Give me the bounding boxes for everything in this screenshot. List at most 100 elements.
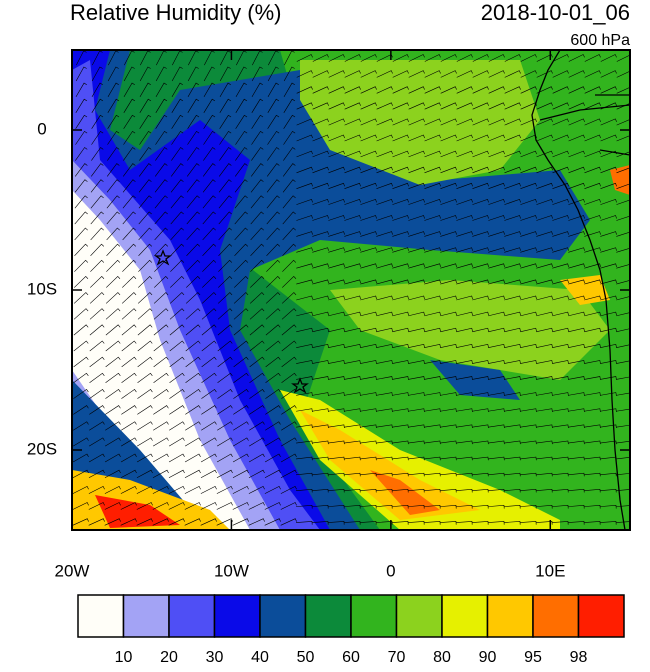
- wind-barb: [584, 488, 601, 493]
- wind-barb: [472, 86, 489, 94]
- wind-barb: [376, 134, 393, 142]
- wind-barb: [75, 147, 88, 161]
- wind-barb: [584, 199, 601, 205]
- wind-barb: [376, 327, 393, 333]
- wind-barb: [312, 376, 329, 380]
- wind-barb: [456, 231, 473, 237]
- wind-barb: [282, 259, 297, 272]
- wind-barb: [296, 86, 313, 94]
- wind-barb: [251, 114, 264, 129]
- wind-barb: [488, 102, 505, 110]
- wind-barb: [282, 195, 296, 209]
- wind-barb: [296, 327, 313, 333]
- wind-barb: [216, 437, 233, 447]
- wind-barb: [408, 263, 425, 269]
- wind-barb: [123, 114, 136, 129]
- field-area: [430, 360, 520, 400]
- wind-barb: [392, 118, 409, 126]
- wind-barb: [120, 502, 137, 510]
- wind-barb: [424, 295, 441, 301]
- wind-barb: [488, 343, 505, 348]
- wind-barb: [568, 199, 585, 205]
- wind-barb: [296, 231, 313, 237]
- wind-barb: [154, 276, 169, 288]
- wind-barb: [137, 324, 153, 336]
- wind-barb: [376, 295, 393, 301]
- wind-barb: [472, 118, 489, 126]
- colorbar-box: [77, 594, 125, 638]
- wind-barb: [328, 150, 345, 158]
- wind-barb: [376, 215, 393, 221]
- wind-barb: [203, 82, 215, 98]
- wind-barb: [552, 166, 569, 174]
- wind-barb: [171, 98, 184, 113]
- wind-barb: [104, 485, 121, 494]
- wind-barb: [296, 505, 313, 509]
- wind-barb: [344, 150, 361, 158]
- wind-barb: [281, 372, 297, 383]
- wind-barb: [472, 343, 489, 348]
- wind-barb: [249, 372, 265, 383]
- wind-barb: [456, 118, 473, 126]
- wind-barb: [552, 263, 569, 269]
- wind-barb: [472, 472, 489, 477]
- wind-barb: [169, 308, 185, 320]
- wind-barb: [104, 453, 121, 463]
- wind-barb: [105, 405, 121, 415]
- wind-barb: [264, 485, 281, 494]
- wind-barb: [187, 147, 200, 161]
- wind-barb: [265, 340, 281, 352]
- wind-barb: [440, 102, 457, 110]
- wind-barb: [584, 247, 601, 253]
- wind-barb: [376, 360, 393, 364]
- wind-barb: [616, 199, 630, 205]
- wind-barb: [185, 421, 201, 431]
- wind-barb: [328, 199, 345, 205]
- wind-barb: [408, 199, 425, 205]
- wind-barb: [168, 502, 185, 510]
- wind-barb: [250, 195, 264, 209]
- wind-barb: [267, 98, 280, 113]
- wind-barb: [296, 343, 313, 348]
- wind-barb: [568, 392, 585, 396]
- wind-barb: [74, 227, 88, 241]
- wind-barb: [392, 134, 409, 142]
- wind-barb: [137, 372, 153, 383]
- wind-barb: [472, 247, 489, 253]
- wind-barb: [155, 66, 167, 82]
- wind-barb: [408, 488, 425, 493]
- wind-barb: [312, 327, 329, 333]
- wind-barb: [600, 54, 617, 62]
- colorbar-label: 95: [524, 649, 542, 666]
- wind-barb: [360, 54, 377, 62]
- wind-barb: [266, 163, 280, 177]
- wind-barb: [440, 231, 457, 237]
- wind-barb: [376, 488, 393, 493]
- wind-barb: [392, 472, 409, 477]
- wind-barb: [282, 179, 296, 193]
- wind-barb: [264, 453, 281, 463]
- wind-barb: [138, 163, 152, 177]
- wind-barb: [360, 343, 377, 348]
- wind-barb: [344, 182, 361, 189]
- wind-barb: [251, 147, 264, 161]
- wind-barb: [121, 324, 137, 336]
- wind-barb: [584, 86, 601, 94]
- wind-barb: [600, 360, 617, 364]
- wind-barb: [536, 54, 553, 62]
- wind-barb: [344, 295, 361, 301]
- wind-barb: [121, 372, 137, 383]
- wind-barb: [232, 469, 249, 479]
- wind-barb: [360, 376, 377, 380]
- wind-barb: [360, 70, 377, 78]
- wind-barb: [296, 295, 313, 301]
- wind-barb: [600, 327, 617, 333]
- wind-barb: [89, 340, 105, 352]
- wind-barb: [185, 405, 201, 415]
- field-area: [370, 470, 440, 515]
- wind-barb: [552, 311, 569, 317]
- wind-barb: [200, 453, 217, 463]
- wind-barb: [552, 199, 569, 205]
- wind-barb: [552, 327, 569, 333]
- wind-barb: [201, 308, 217, 320]
